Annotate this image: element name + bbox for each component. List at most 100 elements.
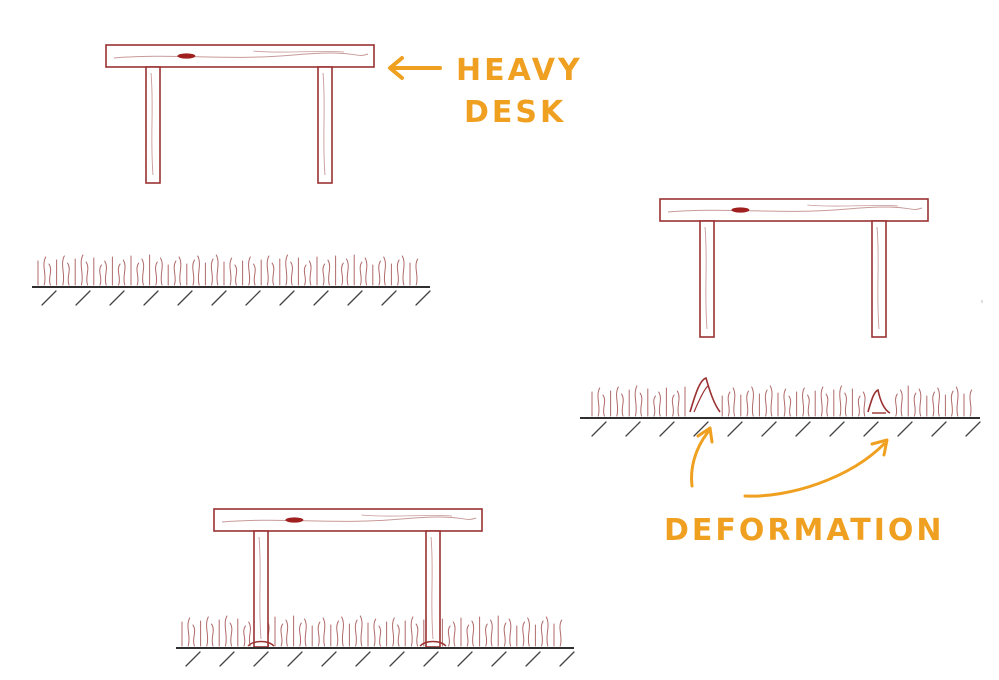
carpet-fiber xyxy=(410,616,414,647)
carpet-fiber xyxy=(932,391,935,417)
carpet-fiber xyxy=(248,256,251,286)
floor-hatch xyxy=(423,651,439,667)
carpet-fiber xyxy=(280,623,284,647)
carpet-fiber xyxy=(844,392,847,417)
carpet-fiber xyxy=(229,257,233,286)
carpet-fiber xyxy=(900,389,903,417)
floor-hatch xyxy=(109,290,125,306)
carpet-fiber xyxy=(485,623,488,647)
floor-hatch xyxy=(41,290,57,306)
floor-hatch xyxy=(313,290,329,306)
carpet-fiber xyxy=(769,385,773,417)
carpet-fiber xyxy=(141,258,145,286)
carpet-fiber xyxy=(839,385,842,417)
carpet-fiber xyxy=(918,388,922,417)
carpet-fiber xyxy=(317,621,321,647)
carpet-fiber xyxy=(322,263,326,286)
carpet-fiber xyxy=(392,617,395,647)
wood-grain xyxy=(361,514,453,517)
floor-hatch xyxy=(75,290,91,306)
carpet-fiber xyxy=(336,620,339,647)
floor-hatch xyxy=(321,651,337,667)
carpet-dent-right xyxy=(867,388,891,414)
wood-grain xyxy=(430,536,434,640)
carpet-fiber xyxy=(653,395,656,417)
carpet-fiber xyxy=(621,393,624,417)
carpet-fiber xyxy=(206,616,209,647)
carpet-fiber xyxy=(862,391,866,417)
arrow-left-icon xyxy=(388,56,442,80)
carpet-fiber xyxy=(397,624,400,647)
desk-label-line1: HEAVY xyxy=(456,53,583,88)
carpet-fiber xyxy=(359,261,363,286)
panel-desk-on-carpet xyxy=(176,508,575,667)
desk-top xyxy=(105,44,375,68)
carpet-dent-left xyxy=(689,376,721,413)
carpet-fiber xyxy=(117,263,121,286)
carpet-fiber xyxy=(751,386,754,417)
carpet-fiber xyxy=(303,264,307,286)
carpet-fiber xyxy=(559,619,563,647)
carpet-fiber xyxy=(527,617,530,647)
wood-grain xyxy=(704,226,708,330)
carpet-fiber xyxy=(950,390,954,417)
desk xyxy=(213,508,483,648)
carpet-fiber xyxy=(471,620,475,647)
carpet-fiber xyxy=(415,623,419,647)
arrow-up-icon xyxy=(743,438,889,498)
carpet-fiber xyxy=(266,255,270,286)
carpet-fiber xyxy=(155,261,158,286)
floor-hatch xyxy=(727,421,743,437)
floor-hatch xyxy=(491,651,507,667)
floor-hatch xyxy=(897,421,913,437)
carpet-fiber xyxy=(490,619,493,647)
floor-hatch xyxy=(965,421,981,437)
carpet-fiber xyxy=(373,618,377,647)
wood-grain xyxy=(322,72,326,176)
wood-grain xyxy=(258,536,262,640)
floor-hatch xyxy=(693,421,709,437)
carpet-fiber xyxy=(913,392,917,417)
carpet-fibers xyxy=(591,385,973,417)
carpet-fiber xyxy=(825,393,829,417)
desk-leg xyxy=(871,220,887,338)
floor-hatch xyxy=(347,290,363,306)
carpet-fiber xyxy=(229,622,233,647)
floor-hatch xyxy=(625,421,641,437)
carpet-fiber xyxy=(658,391,661,417)
floor-hatch xyxy=(457,651,473,667)
carpet-fiber xyxy=(80,254,84,286)
floor-hatch xyxy=(525,651,541,667)
floor-hatching xyxy=(591,421,981,437)
carpet-fiber xyxy=(341,262,344,286)
carpet-fiber xyxy=(187,617,191,647)
floor-hatch xyxy=(659,421,675,437)
carpet-fiber xyxy=(783,388,787,417)
carpet-fiber xyxy=(99,264,102,286)
floor-hatch xyxy=(287,651,303,667)
floor-hatching xyxy=(41,290,431,306)
carpet-fiber xyxy=(503,622,507,647)
floor-hatch xyxy=(143,290,159,306)
deformation-annotation: DEFORMATION xyxy=(664,426,941,548)
floor-hatching xyxy=(185,651,575,667)
floor-hatch xyxy=(863,421,879,437)
desk-leg xyxy=(317,66,333,184)
floor-hatch xyxy=(245,290,261,306)
carpet-fiber xyxy=(969,389,973,417)
desk-top xyxy=(659,198,929,222)
carpet-fiber xyxy=(210,258,214,286)
carpet-fiber xyxy=(308,260,312,286)
desk xyxy=(659,198,929,338)
carpet-fiber xyxy=(602,394,606,417)
carpet-fiber xyxy=(271,262,275,286)
floor-hatch xyxy=(591,421,607,437)
carpet-fiber xyxy=(197,255,200,286)
carpet-fiber xyxy=(327,259,331,286)
carpet-fiber xyxy=(304,618,307,647)
floor-hatch xyxy=(761,421,777,437)
carpet-fiber xyxy=(211,623,214,647)
carpet-fiber xyxy=(248,621,251,647)
floor-hatch xyxy=(381,290,397,306)
